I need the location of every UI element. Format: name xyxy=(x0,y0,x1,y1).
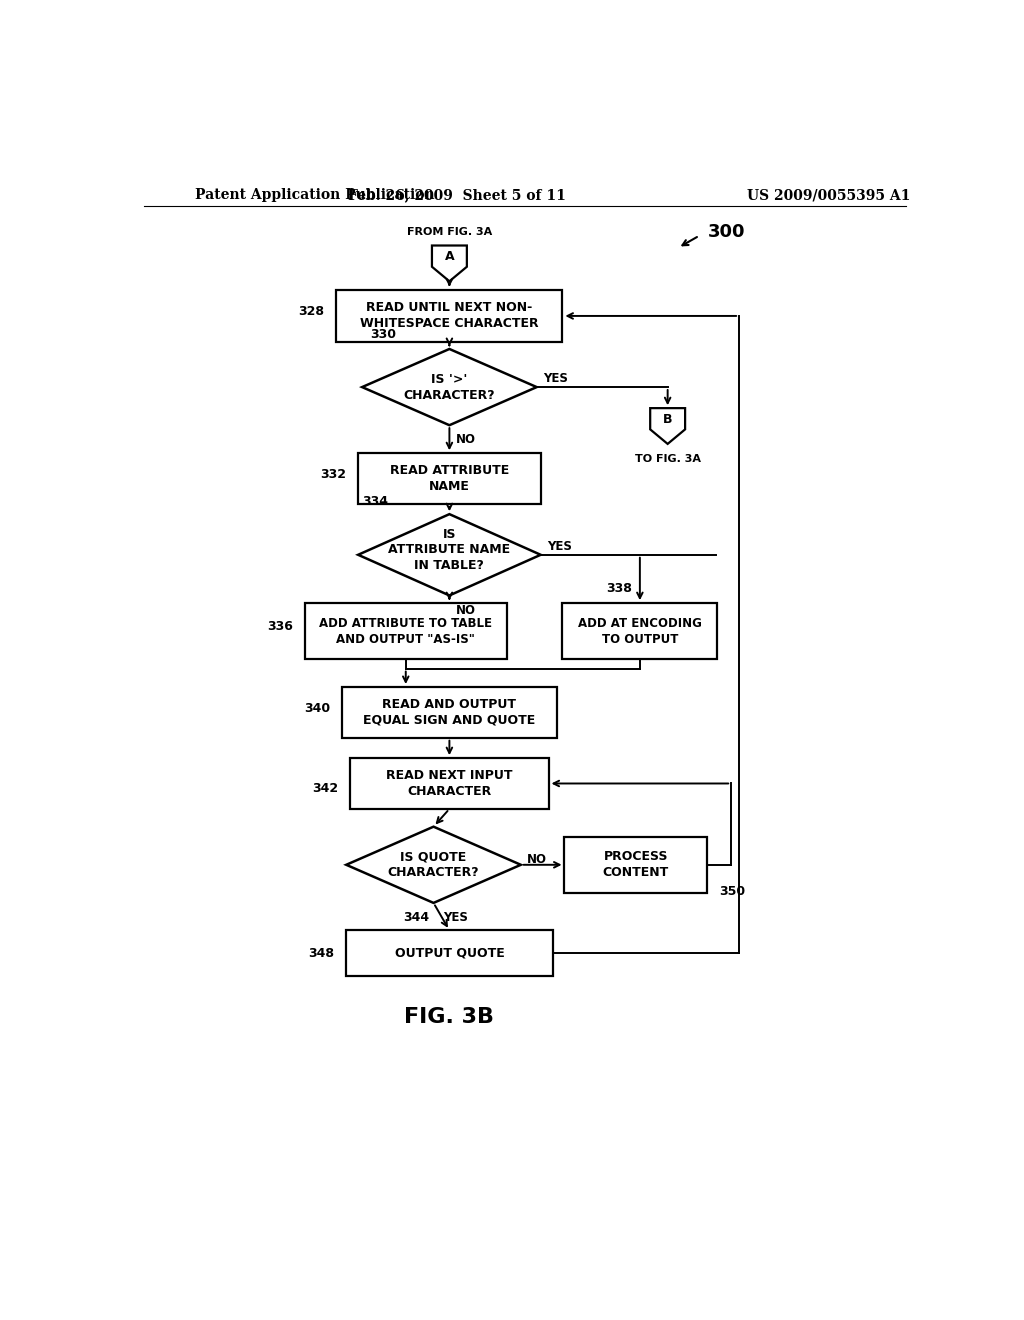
Polygon shape xyxy=(432,246,467,281)
Text: Patent Application Publication: Patent Application Publication xyxy=(196,189,435,202)
Text: PROCESS
CONTENT: PROCESS CONTENT xyxy=(603,850,669,879)
Text: ADD ATTRIBUTE TO TABLE
AND OUTPUT "AS-IS": ADD ATTRIBUTE TO TABLE AND OUTPUT "AS-IS… xyxy=(319,616,493,645)
Text: B: B xyxy=(663,413,673,426)
Text: 344: 344 xyxy=(403,911,430,924)
Text: NO: NO xyxy=(456,433,476,446)
Text: 340: 340 xyxy=(304,702,331,714)
FancyBboxPatch shape xyxy=(358,453,541,504)
Text: 336: 336 xyxy=(267,620,293,634)
Text: READ UNTIL NEXT NON-
WHITESPACE CHARACTER: READ UNTIL NEXT NON- WHITESPACE CHARACTE… xyxy=(360,301,539,330)
Polygon shape xyxy=(346,826,521,903)
Text: IS
ATTRIBUTE NAME
IN TABLE?: IS ATTRIBUTE NAME IN TABLE? xyxy=(388,528,511,572)
Text: READ AND OUTPUT
EQUAL SIGN AND QUOTE: READ AND OUTPUT EQUAL SIGN AND QUOTE xyxy=(364,698,536,727)
Text: FROM FIG. 3A: FROM FIG. 3A xyxy=(407,227,493,238)
Text: IS '>'
CHARACTER?: IS '>' CHARACTER? xyxy=(403,372,496,401)
Text: YES: YES xyxy=(443,911,468,924)
Text: 330: 330 xyxy=(370,327,396,341)
Polygon shape xyxy=(650,408,685,444)
FancyBboxPatch shape xyxy=(350,758,549,809)
Text: TO FIG. 3A: TO FIG. 3A xyxy=(635,454,700,465)
Polygon shape xyxy=(362,348,537,425)
Text: A: A xyxy=(444,251,455,264)
Text: 348: 348 xyxy=(308,946,334,960)
Text: 328: 328 xyxy=(298,305,325,318)
Text: YES: YES xyxy=(543,372,568,385)
FancyBboxPatch shape xyxy=(346,931,553,975)
Text: Feb. 26, 2009  Sheet 5 of 11: Feb. 26, 2009 Sheet 5 of 11 xyxy=(348,189,566,202)
Polygon shape xyxy=(358,515,541,595)
Text: 350: 350 xyxy=(719,886,745,898)
Text: 300: 300 xyxy=(708,223,744,240)
FancyBboxPatch shape xyxy=(562,603,717,659)
FancyBboxPatch shape xyxy=(564,837,708,892)
FancyBboxPatch shape xyxy=(342,686,557,738)
Text: OUTPUT QUOTE: OUTPUT QUOTE xyxy=(394,946,504,960)
Text: US 2009/0055395 A1: US 2009/0055395 A1 xyxy=(748,189,910,202)
Text: 338: 338 xyxy=(606,582,632,595)
Text: READ NEXT INPUT
CHARACTER: READ NEXT INPUT CHARACTER xyxy=(386,770,513,799)
Text: ADD AT ENCODING
TO OUTPUT: ADD AT ENCODING TO OUTPUT xyxy=(578,616,701,645)
Text: NO: NO xyxy=(456,603,476,616)
Text: NO: NO xyxy=(527,853,547,866)
Text: IS QUOTE
CHARACTER?: IS QUOTE CHARACTER? xyxy=(388,850,479,879)
Text: READ ATTRIBUTE
NAME: READ ATTRIBUTE NAME xyxy=(390,465,509,494)
Text: 334: 334 xyxy=(362,495,388,508)
FancyBboxPatch shape xyxy=(336,289,562,342)
Text: 332: 332 xyxy=(321,469,346,480)
Text: YES: YES xyxy=(547,540,571,553)
FancyBboxPatch shape xyxy=(304,603,507,659)
Text: FIG. 3B: FIG. 3B xyxy=(404,1007,495,1027)
Text: 342: 342 xyxy=(312,781,338,795)
